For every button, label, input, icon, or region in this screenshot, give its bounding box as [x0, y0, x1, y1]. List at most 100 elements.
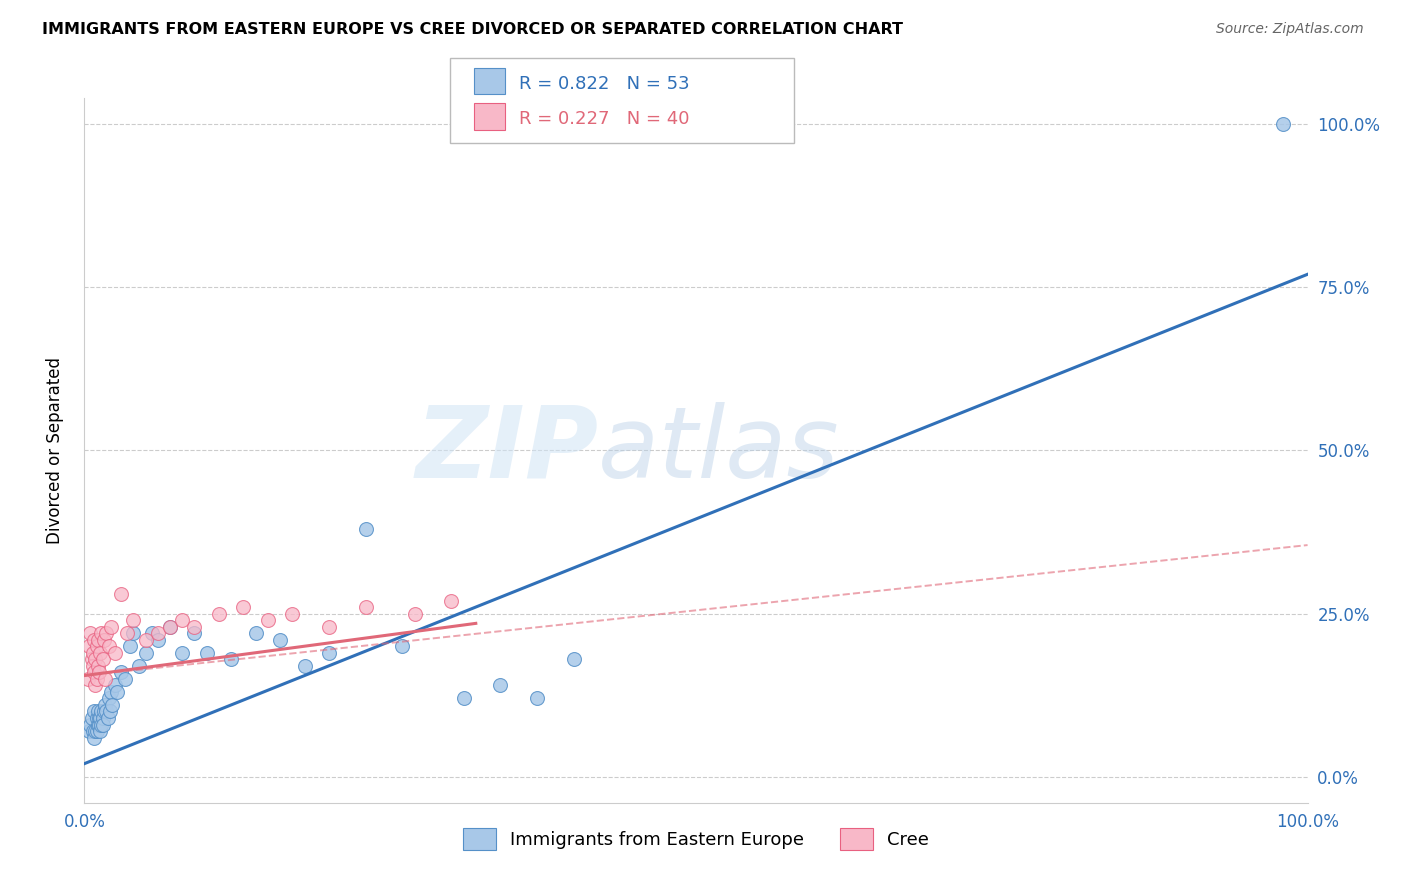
Point	[294, 658, 316, 673]
Point	[100, 685, 122, 699]
Point	[208, 607, 231, 621]
Point	[104, 678, 127, 692]
Point	[100, 620, 122, 634]
Y-axis label: Divorced or Separated: Divorced or Separated	[45, 357, 63, 544]
Point	[79, 626, 101, 640]
Point	[93, 705, 115, 719]
Point	[82, 724, 104, 739]
Point	[404, 607, 426, 621]
Point	[453, 691, 475, 706]
Point	[257, 613, 280, 627]
Point	[97, 639, 120, 653]
Point	[84, 652, 107, 666]
Point	[83, 665, 105, 680]
Point	[562, 652, 585, 666]
Point	[195, 646, 218, 660]
Point	[159, 620, 181, 634]
Point	[80, 711, 103, 725]
Point	[97, 691, 120, 706]
Point	[77, 672, 100, 686]
Point	[318, 620, 340, 634]
Point	[77, 724, 100, 739]
Point	[526, 691, 548, 706]
Point	[89, 711, 111, 725]
Point	[86, 711, 108, 725]
Point	[90, 626, 112, 640]
Point	[90, 717, 112, 731]
Point	[391, 639, 413, 653]
Point	[183, 626, 205, 640]
Point	[128, 658, 150, 673]
Point	[172, 646, 194, 660]
Point	[94, 672, 117, 686]
Point	[89, 724, 111, 739]
Legend: Immigrants from Eastern Europe, Cree: Immigrants from Eastern Europe, Cree	[456, 821, 936, 857]
Point	[172, 613, 194, 627]
Point	[91, 652, 114, 666]
Point	[122, 626, 145, 640]
Point	[82, 658, 104, 673]
Point	[101, 698, 124, 712]
Point	[440, 593, 463, 607]
Point	[281, 607, 304, 621]
Point	[83, 705, 105, 719]
Point	[135, 646, 157, 660]
Point	[183, 620, 205, 634]
Text: Source: ZipAtlas.com: Source: ZipAtlas.com	[1216, 22, 1364, 37]
Point	[87, 705, 110, 719]
Point	[90, 705, 112, 719]
Point	[135, 632, 157, 647]
Point	[114, 672, 136, 686]
Point	[318, 646, 340, 660]
Text: ZIP: ZIP	[415, 402, 598, 499]
Text: IMMIGRANTS FROM EASTERN EUROPE VS CREE DIVORCED OR SEPARATED CORRELATION CHART: IMMIGRANTS FROM EASTERN EUROPE VS CREE D…	[42, 22, 903, 37]
Point	[84, 724, 107, 739]
Point	[354, 522, 377, 536]
Point	[489, 678, 512, 692]
Point	[146, 626, 169, 640]
Point	[87, 665, 110, 680]
Point	[105, 685, 128, 699]
Point	[91, 717, 114, 731]
Point	[89, 646, 111, 660]
Point	[159, 620, 181, 634]
Text: atlas: atlas	[598, 402, 839, 499]
Point	[87, 717, 110, 731]
Point	[86, 639, 108, 653]
Point	[110, 665, 132, 680]
Point	[232, 600, 254, 615]
Point	[1272, 117, 1295, 131]
Point	[115, 626, 138, 640]
Point	[83, 632, 105, 647]
Point	[104, 646, 127, 660]
Point	[79, 717, 101, 731]
Point	[86, 724, 108, 739]
Point	[80, 652, 103, 666]
Point	[269, 632, 291, 647]
Point	[91, 711, 114, 725]
Text: R = 0.822   N = 53: R = 0.822 N = 53	[519, 75, 689, 93]
Point	[141, 626, 163, 640]
Point	[86, 672, 108, 686]
Point	[118, 639, 141, 653]
Point	[94, 698, 117, 712]
Point	[84, 678, 107, 692]
Point	[93, 632, 115, 647]
Text: R = 0.227   N = 40: R = 0.227 N = 40	[519, 111, 689, 128]
Point	[82, 646, 104, 660]
Point	[98, 705, 121, 719]
Point	[96, 626, 118, 640]
Point	[97, 711, 120, 725]
Point	[96, 705, 118, 719]
Point	[122, 613, 145, 627]
Point	[87, 711, 110, 725]
Point	[219, 652, 242, 666]
Point	[87, 632, 110, 647]
Point	[354, 600, 377, 615]
Point	[77, 639, 100, 653]
Point	[87, 658, 110, 673]
Point	[87, 717, 110, 731]
Point	[245, 626, 267, 640]
Point	[110, 587, 132, 601]
Point	[146, 632, 169, 647]
